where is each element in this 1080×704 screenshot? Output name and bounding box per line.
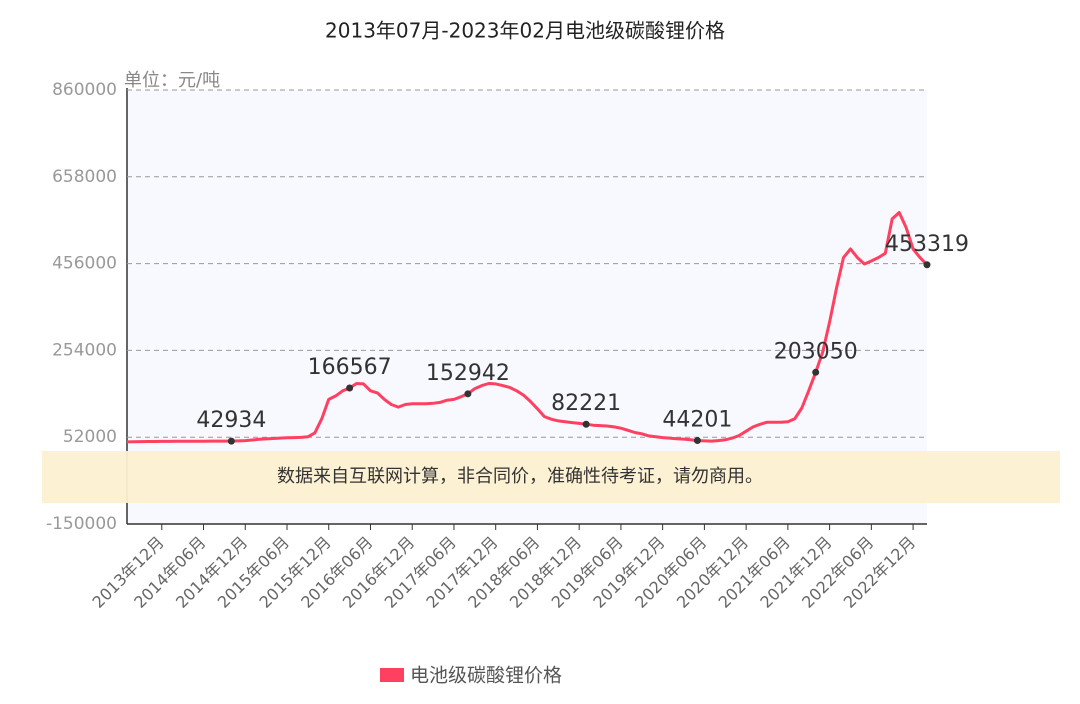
y-axis-label: 单位：元/吨 xyxy=(124,70,220,91)
annotation: 数据来自互联网计算，非合同价，准确性待考证，请勿商用。 xyxy=(277,466,763,487)
data-label: 152942 xyxy=(426,361,510,386)
y-tick-label: 456000 xyxy=(52,254,117,274)
data-point xyxy=(346,384,354,392)
data-point xyxy=(464,390,472,398)
data-point xyxy=(693,437,701,445)
data-label: 203050 xyxy=(774,339,858,364)
price-line xyxy=(126,211,929,444)
data-point xyxy=(812,368,820,376)
data-label: 82221 xyxy=(551,391,621,416)
annotation-band xyxy=(42,451,1060,503)
legend-swatch xyxy=(380,668,404,682)
data-label: 166567 xyxy=(308,355,392,380)
data-label: 42934 xyxy=(196,408,266,433)
y-tick-label: -150000 xyxy=(46,514,117,534)
y-tick-label: 860000 xyxy=(52,80,117,100)
data-point xyxy=(582,420,590,428)
y-tick-label: 254000 xyxy=(52,340,117,360)
data-point xyxy=(227,437,235,445)
data-label: 44201 xyxy=(662,408,732,433)
data-point xyxy=(923,261,931,269)
y-tick-label: 52000 xyxy=(63,427,117,447)
y-tick-label: 658000 xyxy=(52,167,117,187)
legend-label: 电池级碳酸锂价格 xyxy=(410,665,562,687)
chart-title: 2013年07月-2023年02月电池级碳酸锂价格 xyxy=(325,19,725,43)
data-label: 453319 xyxy=(885,232,969,257)
